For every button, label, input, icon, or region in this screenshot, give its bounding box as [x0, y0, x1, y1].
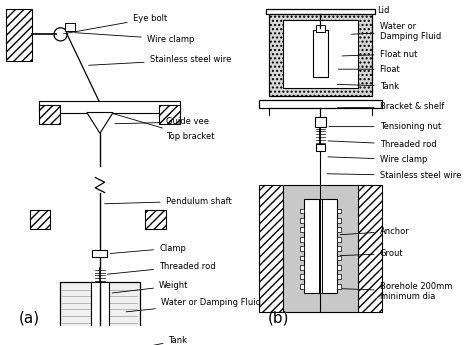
- Bar: [159, 105, 180, 124]
- Text: Eye bolt: Eye bolt: [63, 14, 167, 34]
- Text: Borehole 200mm
minimum dia: Borehole 200mm minimum dia: [342, 282, 452, 301]
- Bar: [39, 101, 180, 112]
- Bar: [313, 30, 328, 77]
- Text: Wire clamp: Wire clamp: [328, 155, 427, 164]
- Text: (b): (b): [267, 310, 289, 325]
- Bar: [300, 209, 304, 213]
- Text: Clamp: Clamp: [110, 244, 186, 254]
- Bar: [337, 265, 341, 270]
- Text: Stainless steel wire: Stainless steel wire: [89, 55, 231, 65]
- Bar: [337, 256, 341, 260]
- Bar: [358, 185, 382, 312]
- Text: Tank: Tank: [143, 336, 187, 345]
- Bar: [266, 9, 375, 14]
- Bar: [337, 275, 341, 279]
- Bar: [92, 250, 108, 257]
- Bar: [337, 218, 341, 223]
- Bar: [259, 185, 283, 312]
- Bar: [300, 237, 304, 241]
- Text: Weight: Weight: [112, 281, 189, 293]
- Text: Wire clamp: Wire clamp: [74, 33, 194, 43]
- Text: Water or Damping Fluid: Water or Damping Fluid: [126, 298, 261, 312]
- Text: Anchor: Anchor: [340, 227, 410, 236]
- Bar: [65, 23, 74, 31]
- Text: Tank: Tank: [337, 82, 399, 91]
- Bar: [304, 199, 337, 293]
- Text: Lid: Lid: [337, 6, 389, 15]
- Bar: [300, 246, 304, 251]
- Text: Threaded rod: Threaded rod: [108, 262, 216, 274]
- Bar: [29, 210, 50, 229]
- Bar: [91, 282, 109, 334]
- Bar: [337, 246, 341, 251]
- Bar: [337, 209, 341, 213]
- Bar: [300, 265, 304, 270]
- Bar: [39, 105, 60, 124]
- Text: Bracket & shelf: Bracket & shelf: [337, 102, 444, 111]
- Bar: [300, 256, 304, 260]
- Bar: [145, 210, 165, 229]
- Text: (a): (a): [19, 310, 40, 325]
- Bar: [300, 227, 304, 232]
- Bar: [300, 275, 304, 279]
- Text: Threaded rod: Threaded rod: [328, 140, 436, 149]
- Bar: [259, 100, 382, 108]
- Bar: [316, 144, 325, 151]
- Text: Pendulum shaft: Pendulum shaft: [105, 197, 231, 206]
- Text: Top bracket: Top bracket: [112, 113, 214, 140]
- Bar: [60, 282, 140, 345]
- Bar: [6, 9, 32, 61]
- Polygon shape: [87, 112, 113, 133]
- Bar: [300, 218, 304, 223]
- Text: Stainless steel wire: Stainless steel wire: [327, 171, 461, 180]
- Bar: [337, 227, 341, 232]
- Text: Tensioning nut: Tensioning nut: [329, 122, 441, 131]
- Bar: [269, 11, 372, 96]
- Bar: [300, 284, 304, 289]
- Bar: [283, 185, 358, 312]
- Text: Guide vee: Guide vee: [115, 117, 209, 126]
- Text: Float nut: Float nut: [342, 50, 417, 59]
- Bar: [316, 25, 325, 32]
- Text: Grout: Grout: [340, 249, 403, 258]
- Bar: [315, 117, 326, 127]
- Bar: [283, 20, 358, 88]
- Bar: [337, 237, 341, 241]
- Text: Water or
Damping Fluid: Water or Damping Fluid: [351, 22, 441, 41]
- Text: Float: Float: [338, 65, 401, 74]
- Bar: [337, 284, 341, 289]
